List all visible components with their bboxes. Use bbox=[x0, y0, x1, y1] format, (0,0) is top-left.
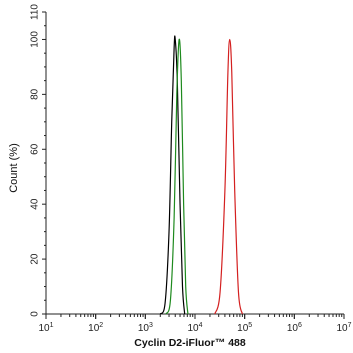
y-tick-label: 80 bbox=[30, 88, 41, 100]
axes: 0 20 40 60 80 100 110 101 102 103 104 105 106 107 bbox=[30, 4, 352, 334]
x-tick-label: 101 bbox=[38, 322, 53, 334]
x-axis-label: Cyclin D2-iFluor™ 488 bbox=[134, 337, 246, 349]
y-axis-label: Count (%) bbox=[8, 143, 20, 193]
x-tick-label: 106 bbox=[287, 322, 302, 334]
y-tick-label: 60 bbox=[30, 143, 41, 155]
y-tick-label: 110 bbox=[30, 4, 41, 20]
histogram-series-3 bbox=[214, 38, 243, 315]
y-tick-label: 40 bbox=[30, 198, 41, 210]
x-tick-label: 104 bbox=[187, 322, 202, 334]
x-tick-label: 103 bbox=[138, 322, 153, 334]
y-axis-title: Count (%) bbox=[8, 143, 20, 193]
x-tick-label: 107 bbox=[336, 322, 351, 334]
x-tick-label: 102 bbox=[88, 322, 103, 334]
y-tick-label: 20 bbox=[30, 253, 41, 265]
x-tick-label: 105 bbox=[237, 322, 252, 334]
histogram-series-1 bbox=[159, 35, 186, 315]
y-tick-label: 0 bbox=[30, 311, 41, 317]
histogram-series-2 bbox=[165, 38, 189, 315]
y-tick-label: 100 bbox=[30, 31, 41, 48]
histogram-curves bbox=[159, 35, 243, 315]
